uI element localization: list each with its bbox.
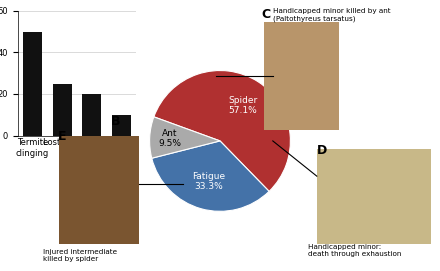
Wedge shape — [154, 70, 290, 191]
Text: Spider
57.1%: Spider 57.1% — [228, 96, 257, 115]
Text: D: D — [317, 144, 327, 157]
Bar — [82, 94, 101, 136]
Text: Handicapped minor killed by ant
(Paltothyreus tarsatus): Handicapped minor killed by ant (Paltoth… — [273, 8, 390, 22]
Text: E: E — [58, 130, 66, 143]
Bar — [23, 32, 42, 136]
Text: B: B — [111, 115, 121, 128]
Bar — [112, 115, 131, 136]
Text: Ant
9.5%: Ant 9.5% — [158, 129, 181, 148]
Text: Handicapped minor:
death through exhaustion: Handicapped minor: death through exhaust… — [308, 244, 401, 257]
Text: Injured intermediate
killed by spider: Injured intermediate killed by spider — [43, 249, 117, 262]
Text: C: C — [262, 8, 271, 21]
Text: Fatigue
33.3%: Fatigue 33.3% — [192, 172, 225, 191]
Wedge shape — [152, 141, 269, 211]
Wedge shape — [150, 117, 220, 158]
Bar — [53, 83, 72, 136]
